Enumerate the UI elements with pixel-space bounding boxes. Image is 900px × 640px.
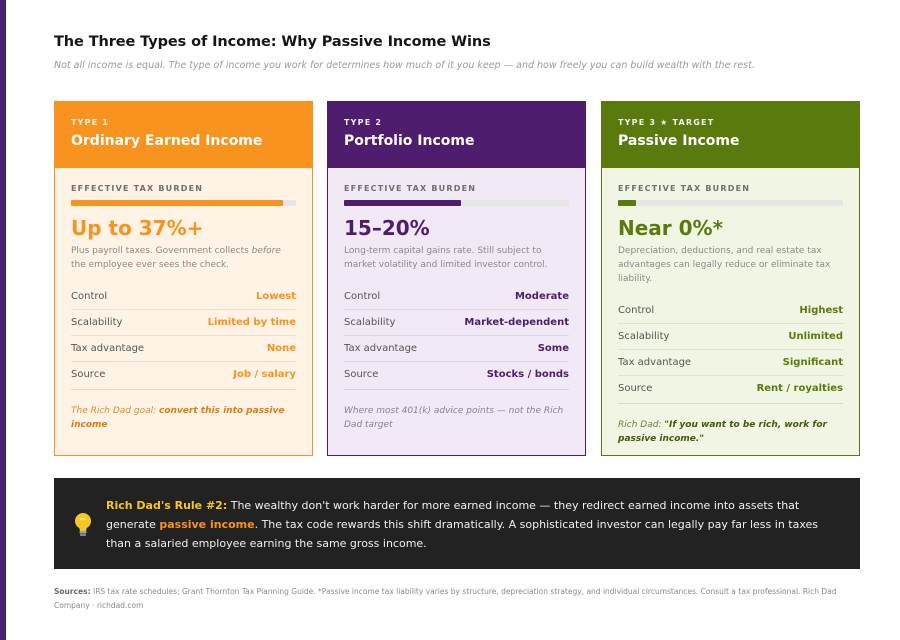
- tax-burden-bar-fill: [618, 200, 636, 206]
- page: The Three Types of Income: Why Passive I…: [54, 34, 860, 610]
- attribute-rows: Control Highest Scalability Unlimited Ta…: [618, 298, 843, 401]
- tax-burden-bar-fill: [344, 200, 461, 206]
- row-label: Scalability: [344, 317, 396, 328]
- type-label: TYPE 1: [71, 118, 110, 127]
- row-label: Tax advantage: [344, 343, 418, 354]
- sources-footnote: Sources: IRS tax rate schedules; Grant T…: [54, 587, 837, 610]
- tax-description: Long-term capital gains rate. Still subj…: [344, 246, 548, 270]
- row-label: Source: [618, 383, 653, 394]
- card-body: EFFECTIVE TAX BURDEN Up to 37%+ Plus pay…: [55, 168, 312, 432]
- row-tax-advantage: Tax advantage Some: [344, 335, 569, 361]
- page-subtitle: Not all income is equal. The type of inc…: [54, 60, 755, 71]
- row-scalability: Scalability Unlimited: [618, 323, 843, 349]
- card-header: TYPE 1 Ordinary Earned Income: [55, 102, 312, 168]
- card-title: Portfolio Income: [344, 133, 475, 149]
- tax-burden-bar: [344, 200, 569, 206]
- row-value: Market-dependent: [464, 317, 569, 328]
- row-value: None: [266, 343, 296, 354]
- row-value: Unlimited: [788, 331, 843, 342]
- row-scalability: Scalability Market-dependent: [344, 309, 569, 335]
- row-label: Scalability: [618, 331, 670, 342]
- row-tax-advantage: Tax advantage None: [71, 335, 296, 361]
- row-value: Highest: [799, 305, 843, 316]
- tax-burden-bar: [618, 200, 843, 206]
- row-value: Significant: [782, 357, 843, 368]
- burden-label: EFFECTIVE TAX BURDEN: [71, 184, 204, 193]
- attribute-rows: Control Moderate Scalability Market-depe…: [344, 284, 569, 387]
- card-note: Rich Dad: "If you want to be rich, work …: [618, 403, 843, 446]
- card-portfolio-income: TYPE 2 Portfolio Income EFFECTIVE TAX BU…: [327, 101, 586, 456]
- type-label: TYPE 3 ★ TARGET: [618, 118, 715, 127]
- row-source: Source Stocks / bonds: [344, 361, 569, 387]
- card-passive-income: TYPE 3 ★ TARGET Passive Income EFFECTIVE…: [601, 101, 860, 456]
- card-title: Ordinary Earned Income: [71, 133, 263, 149]
- type-label: TYPE 2: [344, 118, 383, 127]
- card-title: Passive Income: [618, 133, 740, 149]
- card-note: Where most 401(k) advice points — not th…: [344, 389, 569, 432]
- tax-value: Up to 37%+: [71, 216, 204, 240]
- row-value: Stocks / bonds: [486, 369, 569, 380]
- row-value: Moderate: [514, 291, 569, 302]
- burden-label: EFFECTIVE TAX BURDEN: [344, 184, 477, 193]
- card-header: TYPE 2 Portfolio Income: [328, 102, 585, 168]
- row-value: Limited by time: [207, 317, 296, 328]
- row-label: Control: [344, 291, 381, 302]
- row-value: Job / salary: [233, 369, 296, 380]
- rich-dad-rule-callout: Rich Dad's Rule #2: The wealthy don't wo…: [54, 478, 860, 569]
- row-control: Control Highest: [618, 298, 843, 323]
- row-label: Source: [71, 369, 106, 380]
- income-cards: TYPE 1 Ordinary Earned Income EFFECTIVE …: [54, 101, 860, 458]
- row-label: Tax advantage: [618, 357, 692, 368]
- row-control: Control Lowest: [71, 284, 296, 309]
- tax-value: 15–20%: [344, 216, 430, 240]
- row-label: Control: [71, 291, 108, 302]
- row-source: Source Rent / royalties: [618, 375, 843, 401]
- left-accent-bar: [0, 0, 6, 640]
- card-earned-income: TYPE 1 Ordinary Earned Income EFFECTIVE …: [54, 101, 313, 456]
- tax-description: Plus payroll taxes. Government collects …: [71, 246, 281, 270]
- rule-text: Rich Dad's Rule #2: The wealthy don't wo…: [106, 499, 819, 550]
- row-value: Some: [537, 343, 569, 354]
- row-label: Source: [344, 369, 379, 380]
- page-title: The Three Types of Income: Why Passive I…: [54, 34, 491, 50]
- tax-description: Depreciation, deductions, and real estat…: [618, 246, 831, 284]
- burden-label: EFFECTIVE TAX BURDEN: [618, 184, 751, 193]
- card-body: EFFECTIVE TAX BURDEN Near 0%* Depreciati…: [602, 168, 859, 446]
- lightbulb-icon: [72, 512, 94, 538]
- card-note: The Rich Dad goal: convert this into pas…: [71, 389, 296, 432]
- row-control: Control Moderate: [344, 284, 569, 309]
- row-value: Rent / royalties: [756, 383, 843, 394]
- tax-burden-bar-fill: [71, 200, 283, 206]
- card-header: TYPE 3 ★ TARGET Passive Income: [602, 102, 859, 168]
- attribute-rows: Control Lowest Scalability Limited by ti…: [71, 284, 296, 387]
- row-tax-advantage: Tax advantage Significant: [618, 349, 843, 375]
- card-body: EFFECTIVE TAX BURDEN 15–20% Long-term ca…: [328, 168, 585, 432]
- row-label: Tax advantage: [71, 343, 145, 354]
- row-scalability: Scalability Limited by time: [71, 309, 296, 335]
- tax-value: Near 0%*: [618, 216, 724, 240]
- row-label: Scalability: [71, 317, 123, 328]
- row-source: Source Job / salary: [71, 361, 296, 387]
- tax-burden-bar: [71, 200, 296, 206]
- row-label: Control: [618, 305, 655, 316]
- row-value: Lowest: [256, 291, 296, 302]
